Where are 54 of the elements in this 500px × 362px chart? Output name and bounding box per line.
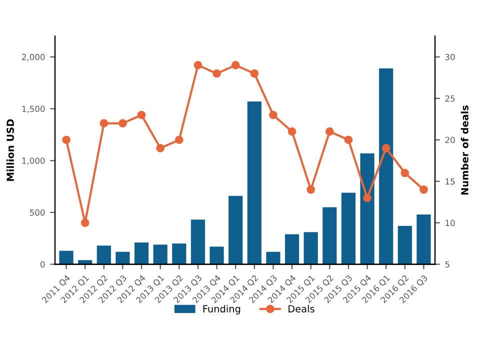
point xyxy=(100,119,108,128)
bar xyxy=(266,252,280,264)
point xyxy=(137,110,146,120)
bar xyxy=(190,220,206,264)
point xyxy=(344,136,353,144)
y-tick-label: 1,000 xyxy=(22,158,45,165)
bar xyxy=(153,244,168,264)
bar xyxy=(379,68,394,264)
bar xyxy=(59,250,74,264)
point xyxy=(62,136,70,144)
y2-tick-label: 20 xyxy=(445,136,455,144)
bar xyxy=(247,102,262,264)
point xyxy=(80,218,90,227)
y2-tick-label: 10 xyxy=(446,220,455,226)
point xyxy=(250,69,259,78)
legend-label: Deals xyxy=(288,304,314,312)
bar xyxy=(134,242,149,264)
point xyxy=(194,61,202,70)
point xyxy=(231,61,240,70)
y-tick-label: 1,500 xyxy=(22,106,45,113)
bar xyxy=(116,252,130,264)
bar xyxy=(172,244,186,264)
bar xyxy=(416,214,431,264)
y2-tick-label: 30 xyxy=(445,54,455,60)
point xyxy=(420,185,428,194)
bar xyxy=(304,232,318,264)
point xyxy=(288,127,296,136)
y2-tick-label: 5 xyxy=(445,261,450,268)
y-tick-label: 0 xyxy=(40,261,45,268)
y-axis-title: Million USD xyxy=(6,119,14,181)
bar xyxy=(398,226,412,264)
y-tick-label: 500 xyxy=(30,209,45,216)
point xyxy=(174,136,184,144)
point xyxy=(118,119,127,128)
y-tick-label: 2,000 xyxy=(22,54,45,62)
bar xyxy=(284,234,300,264)
point xyxy=(156,144,165,152)
point xyxy=(382,144,390,152)
bar xyxy=(96,246,111,264)
bar xyxy=(360,153,374,264)
bar xyxy=(341,192,356,264)
point xyxy=(306,185,316,194)
y2-tick-label: 15 xyxy=(446,178,455,185)
point xyxy=(325,127,334,136)
point xyxy=(269,110,278,120)
point xyxy=(363,194,372,202)
y2-tick-label: 25 xyxy=(445,95,455,102)
point xyxy=(400,168,410,178)
bar xyxy=(210,246,224,264)
point xyxy=(212,69,221,78)
legend-label: Funding xyxy=(203,304,240,314)
bar xyxy=(228,196,243,264)
y2-axis-title: Number of deals xyxy=(460,105,468,195)
bar xyxy=(322,207,337,264)
